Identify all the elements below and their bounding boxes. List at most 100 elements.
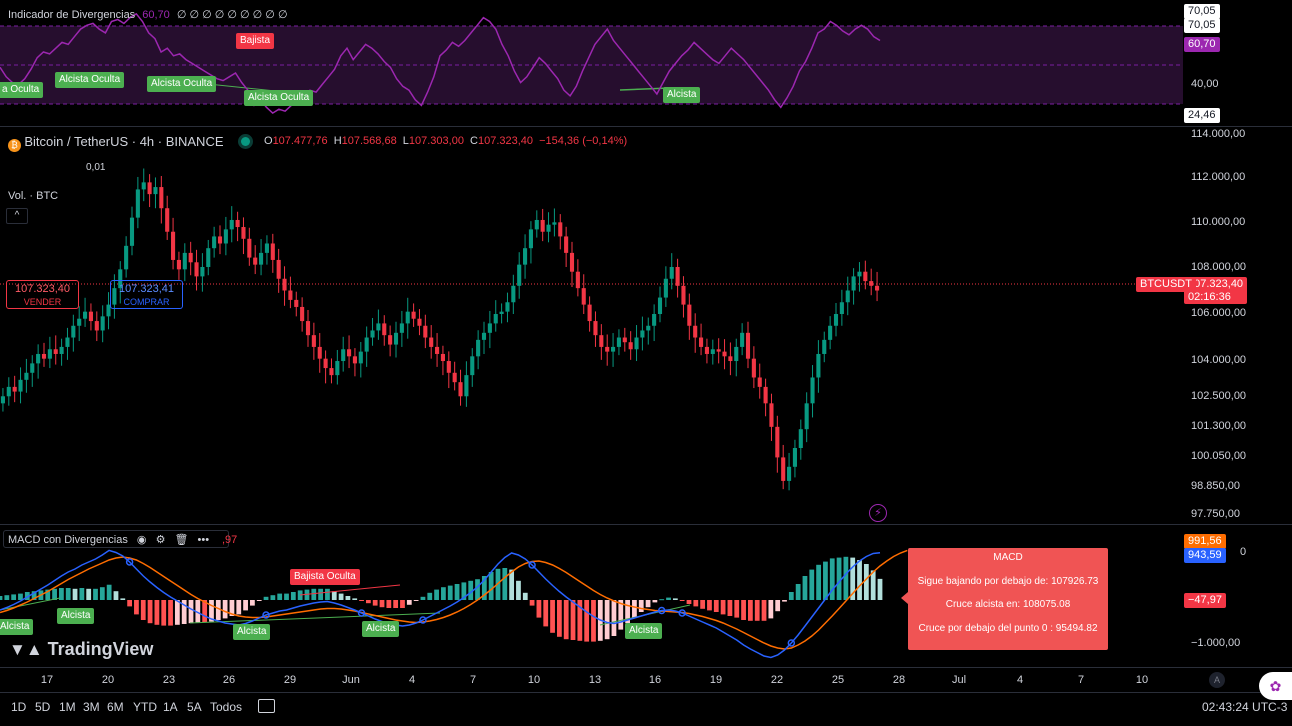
change-value: −154,36 (−0,14%) [539, 135, 628, 147]
histogram-bar [550, 600, 555, 633]
range-button-todos[interactable]: Todos [210, 700, 243, 714]
candle-body [229, 219, 234, 230]
histogram-bar [516, 580, 521, 600]
candle-body [18, 379, 23, 392]
symbol-header[interactable]: ₿ Bitcoin / TetherUS · 4h · BINANCE [8, 134, 250, 152]
macd-badge: Bajista Oculta [290, 569, 360, 585]
macd-alert-line: Cruce alcista en: 108075.08 [945, 599, 1071, 610]
macd-chart [0, 549, 908, 659]
candle-body [65, 337, 70, 347]
volume-label[interactable]: Vol. · BTC [8, 190, 59, 202]
histogram-bar [365, 600, 371, 604]
range-button-5a[interactable]: 5A [187, 700, 202, 714]
tradingview-logo[interactable]: ▼▲ TradingView [9, 639, 153, 660]
settings-icon[interactable]: ⚙ [155, 534, 166, 546]
pane-divider[interactable] [0, 524, 1292, 525]
histogram-bar [406, 600, 412, 605]
candle-body [511, 285, 516, 303]
clock[interactable]: 02:43:24 UTC-3 [1202, 700, 1288, 714]
range-button-5d[interactable]: 5D [35, 700, 51, 714]
macd-cross-marker [125, 558, 134, 566]
candle-body [347, 349, 352, 357]
lightning-icon[interactable]: ⚡ [869, 504, 887, 522]
macd-title[interactable]: MACD con Divergencias ◉ ⚙ 🗑 ••• [3, 530, 229, 548]
histogram-bar [256, 600, 262, 601]
range-button-1m[interactable]: 1M [59, 700, 76, 714]
candle-body [505, 302, 510, 312]
pane-divider[interactable] [0, 126, 1292, 127]
candle-body [869, 281, 874, 286]
symbol-tag: BTCUSDT [1136, 277, 1196, 292]
spread-value: 0,01 [86, 162, 106, 173]
macd-divergence-line [0, 597, 61, 611]
histogram-bar [447, 585, 453, 600]
more-icon[interactable]: ••• [197, 534, 210, 546]
histogram-bar [113, 591, 119, 600]
candle-body [341, 349, 346, 362]
range-button-1d[interactable]: 1D [11, 700, 27, 714]
pane-divider[interactable] [0, 667, 1292, 668]
histogram-value-tag: −47,97 [1184, 593, 1226, 608]
macd-axis-zero: 0 [1240, 546, 1247, 558]
macd-cross-marker [262, 611, 270, 619]
histogram-bar [707, 600, 712, 611]
candle-body [212, 236, 217, 249]
candle-body [153, 187, 158, 195]
rsi-axis[interactable]: 70,05 70,05 60,70 40,00 24,46 [1183, 0, 1292, 126]
buy-button[interactable]: 107.323,41 COMPRAR [110, 280, 183, 309]
goto-date-icon[interactable] [258, 699, 275, 713]
chevron-up-icon: ^ [14, 210, 20, 221]
trash-icon[interactable]: 🗑 [174, 534, 189, 546]
macd-line [0, 549, 881, 659]
last-price-tag: 107.323,40 02:16:36 [1184, 277, 1248, 304]
rsi-pane[interactable]: Indicador de Divergencias 60,70 ∅ ∅ ∅ ∅ … [0, 0, 1183, 126]
bitcoin-icon: ₿ [8, 139, 21, 152]
sell-price: 107.323,40 [14, 283, 71, 295]
histogram-bar [768, 600, 774, 619]
range-button-ytd[interactable]: YTD [133, 700, 157, 714]
eye-icon[interactable]: ◉ [136, 534, 147, 546]
histogram-bar [420, 596, 426, 600]
candle-body [288, 290, 293, 300]
candle-body [352, 356, 357, 364]
macd-divergence-line [189, 612, 441, 624]
auto-scale-button[interactable]: A [1209, 672, 1225, 688]
histogram-bar [611, 600, 617, 636]
candle-body [569, 252, 575, 272]
histogram-bar [24, 592, 30, 600]
candle-body [376, 323, 381, 331]
rsi-title[interactable]: Indicador de Divergencias 60,70 ∅ ∅ ∅ ∅ … [8, 8, 288, 21]
histogram-bar [359, 600, 364, 601]
histogram-bar [713, 600, 719, 612]
low-label: L [402, 135, 409, 147]
time-axis-label: 4 [1016, 674, 1024, 686]
histogram-bar [741, 600, 746, 620]
range-button-6m[interactable]: 6M [107, 700, 124, 714]
brain-icon[interactable]: ✿ [1259, 672, 1292, 700]
price-axis[interactable]: 114.000,00 112.000,00 110.000,00 108.000… [1183, 127, 1292, 524]
candle-body [329, 368, 334, 376]
candle-body [452, 372, 457, 383]
time-axis-label: 7 [469, 674, 477, 686]
range-button-3m[interactable]: 3M [83, 700, 100, 714]
sell-button[interactable]: 107.323,40 VENDER [6, 280, 79, 309]
histogram-bar [263, 596, 269, 600]
price-pane[interactable]: ₿ Bitcoin / TetherUS · 4h · BINANCE O107… [0, 127, 1183, 524]
candle-body [476, 339, 481, 357]
candle-body [171, 231, 176, 260]
close-value: 107.323,40 [477, 135, 534, 147]
histogram-bar [99, 587, 105, 600]
candle-body [446, 361, 451, 373]
histogram-bar [79, 588, 85, 600]
candle-body [710, 349, 715, 354]
open-value: 107.477,76 [272, 135, 328, 147]
candle-body [845, 290, 850, 303]
macd-value-tag: 943,59 [1184, 548, 1226, 563]
time-axis-label: 23 [162, 674, 176, 686]
collapse-button[interactable]: ^ [6, 208, 28, 224]
range-button-1a[interactable]: 1A [163, 700, 178, 714]
histogram-bar [720, 600, 726, 615]
macd-axis[interactable]: 991,56 943,59 0 −47,97 −1.000,00 [1183, 525, 1292, 667]
histogram-bar [659, 599, 665, 601]
histogram-bar [461, 582, 467, 600]
